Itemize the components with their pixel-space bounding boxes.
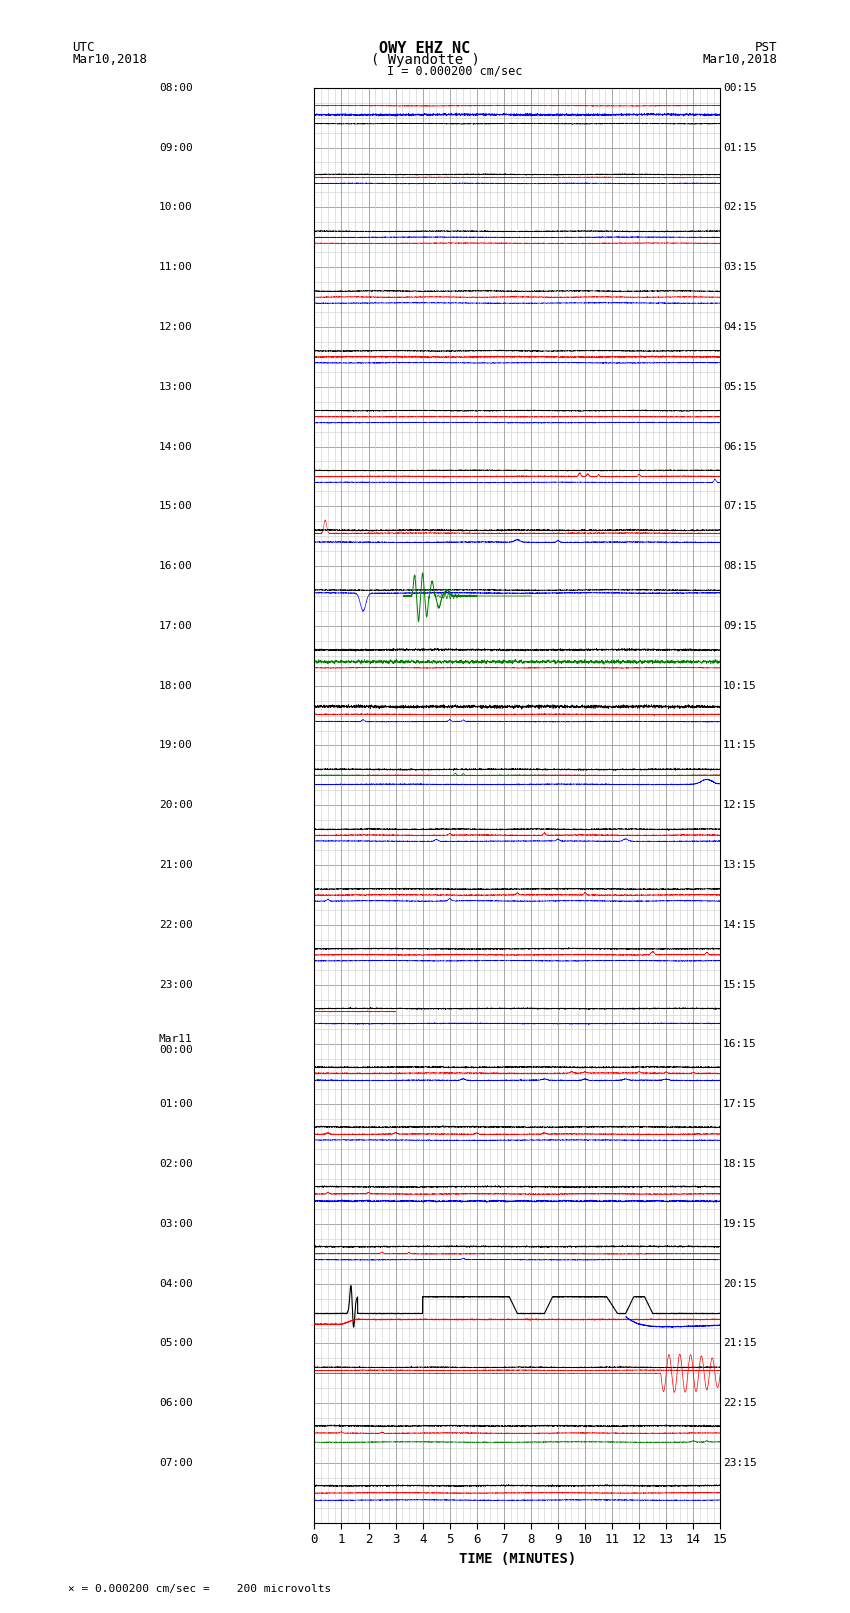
Text: 15:00: 15:00 <box>159 502 193 511</box>
Text: 10:15: 10:15 <box>723 681 756 690</box>
Text: 06:00: 06:00 <box>159 1398 193 1408</box>
Text: OWY EHZ NC: OWY EHZ NC <box>379 40 471 56</box>
Text: 20:00: 20:00 <box>159 800 193 810</box>
Text: 12:15: 12:15 <box>723 800 756 810</box>
Text: 11:15: 11:15 <box>723 740 756 750</box>
Text: 05:00: 05:00 <box>159 1339 193 1348</box>
Text: 15:15: 15:15 <box>723 979 756 990</box>
Text: 17:15: 17:15 <box>723 1098 756 1110</box>
Text: Mar10,2018: Mar10,2018 <box>703 53 778 66</box>
Text: 07:00: 07:00 <box>159 1458 193 1468</box>
Text: 17:00: 17:00 <box>159 621 193 631</box>
Text: 23:15: 23:15 <box>723 1458 756 1468</box>
Text: 06:15: 06:15 <box>723 442 756 452</box>
Text: 14:00: 14:00 <box>159 442 193 452</box>
Text: 02:15: 02:15 <box>723 202 756 213</box>
Text: 16:15: 16:15 <box>723 1039 756 1050</box>
Text: ( Wyandotte ): ( Wyandotte ) <box>371 53 479 68</box>
Text: 23:00: 23:00 <box>159 979 193 990</box>
Text: 09:00: 09:00 <box>159 142 193 153</box>
Text: 21:15: 21:15 <box>723 1339 756 1348</box>
Text: 04:15: 04:15 <box>723 323 756 332</box>
Text: 13:15: 13:15 <box>723 860 756 869</box>
Text: 22:00: 22:00 <box>159 919 193 929</box>
Text: 01:15: 01:15 <box>723 142 756 153</box>
Text: 19:15: 19:15 <box>723 1219 756 1229</box>
Text: 00:15: 00:15 <box>723 82 756 92</box>
Text: 18:15: 18:15 <box>723 1160 756 1169</box>
X-axis label: TIME (MINUTES): TIME (MINUTES) <box>459 1552 576 1566</box>
Text: 01:00: 01:00 <box>159 1098 193 1110</box>
Text: 20:15: 20:15 <box>723 1279 756 1289</box>
Text: 03:15: 03:15 <box>723 263 756 273</box>
Text: 22:15: 22:15 <box>723 1398 756 1408</box>
Text: Mar10,2018: Mar10,2018 <box>72 53 147 66</box>
Text: 12:00: 12:00 <box>159 323 193 332</box>
Text: 16:00: 16:00 <box>159 561 193 571</box>
Text: 08:00: 08:00 <box>159 82 193 92</box>
Text: 21:00: 21:00 <box>159 860 193 869</box>
Text: 10:00: 10:00 <box>159 202 193 213</box>
Text: Mar11
00:00: Mar11 00:00 <box>159 1034 193 1055</box>
Text: 13:00: 13:00 <box>159 382 193 392</box>
Text: UTC: UTC <box>72 40 94 55</box>
Text: × = 0.000200 cm/sec =    200 microvolts: × = 0.000200 cm/sec = 200 microvolts <box>68 1584 332 1594</box>
Text: 02:00: 02:00 <box>159 1160 193 1169</box>
Text: 18:00: 18:00 <box>159 681 193 690</box>
Text: 14:15: 14:15 <box>723 919 756 929</box>
Text: 09:15: 09:15 <box>723 621 756 631</box>
Text: PST: PST <box>756 40 778 55</box>
Text: 03:00: 03:00 <box>159 1219 193 1229</box>
Text: 11:00: 11:00 <box>159 263 193 273</box>
Text: 05:15: 05:15 <box>723 382 756 392</box>
Text: 04:00: 04:00 <box>159 1279 193 1289</box>
Text: 08:15: 08:15 <box>723 561 756 571</box>
Text: I = 0.000200 cm/sec: I = 0.000200 cm/sec <box>387 65 522 77</box>
Text: 07:15: 07:15 <box>723 502 756 511</box>
Text: 19:00: 19:00 <box>159 740 193 750</box>
